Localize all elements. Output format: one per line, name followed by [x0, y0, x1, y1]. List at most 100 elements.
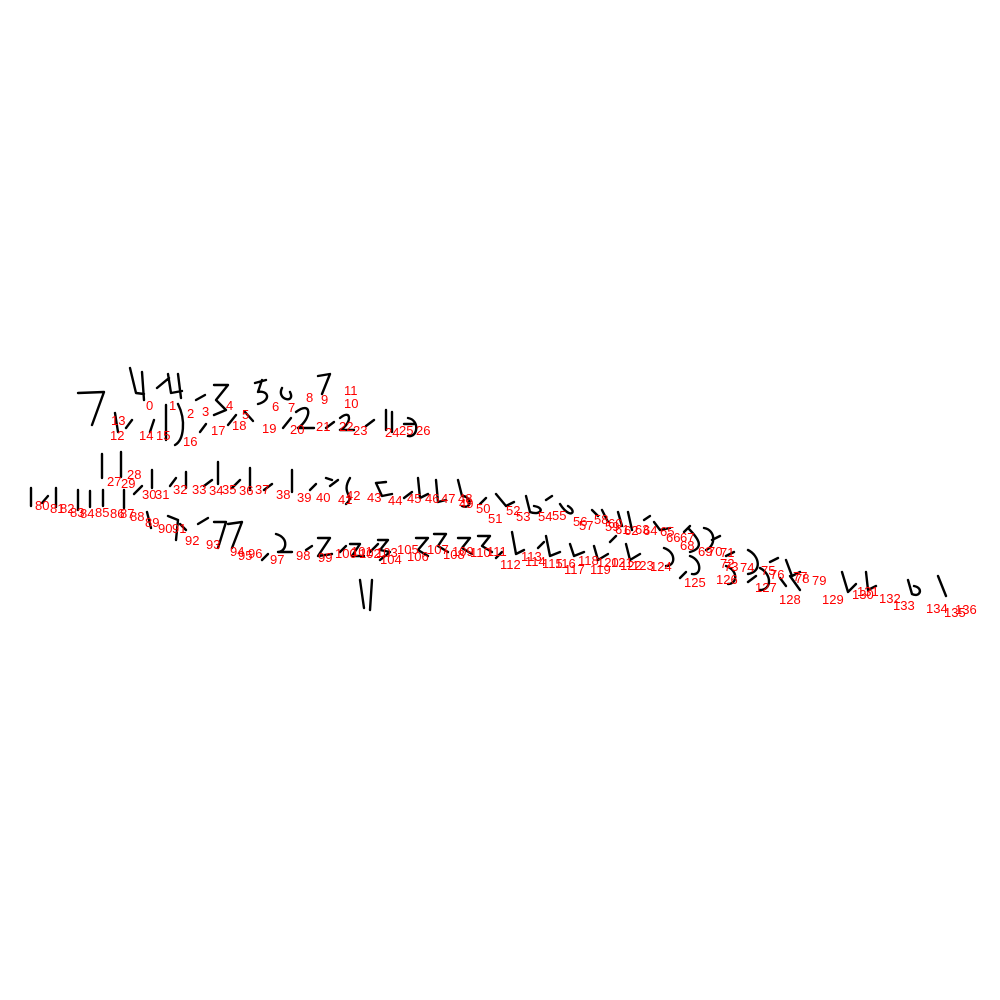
stroke-index-label: 98	[296, 548, 310, 563]
ink-stroke	[906, 574, 948, 598]
stroke-index-label: 18	[232, 418, 246, 433]
stroke-index-label: 136	[955, 602, 977, 617]
stroke-index-label: 85	[95, 505, 109, 520]
stroke-index-label: 45	[407, 491, 421, 506]
ink-stroke	[778, 574, 802, 592]
ink-stroke	[243, 410, 255, 423]
stroke-index-label: 28	[127, 467, 141, 482]
stroke-index-label: 59	[605, 519, 619, 534]
stroke-index-label: 57	[579, 518, 593, 533]
ink-stroke	[155, 372, 184, 400]
ink-stroke	[768, 556, 802, 578]
stroke-index-label: 60	[608, 516, 622, 531]
stroke-index-label: 3	[202, 404, 209, 419]
stroke-index-label: 58	[594, 512, 608, 527]
stroke-index-label: 38	[276, 487, 290, 502]
stroke-index-label: 92	[185, 533, 199, 548]
stroke-index-label: 126	[716, 572, 738, 587]
stroke-index-label: 114	[525, 554, 546, 569]
stroke-index-label: 91	[172, 521, 186, 536]
stroke-index-label: 0	[146, 398, 153, 413]
stroke-index-label: 117	[564, 562, 585, 577]
stroke-index-label: 5	[242, 407, 249, 422]
stroke-index-label: 46	[425, 491, 439, 506]
stroke-index-label: 43	[367, 490, 381, 505]
stroke-index-label: 69	[698, 544, 712, 559]
ink-strokes	[29, 366, 948, 612]
ink-stroke	[724, 548, 759, 576]
stroke-index-label: 112	[500, 557, 521, 572]
stroke-index-label: 123	[632, 558, 654, 573]
stroke-index-label: 50	[476, 501, 490, 516]
ink-stroke	[198, 422, 208, 434]
stroke-index-label: 39	[297, 490, 311, 505]
stroke-index-label: 109	[452, 544, 474, 559]
stroke-index-label: 16	[183, 434, 197, 449]
stroke-index-label: 62	[624, 523, 638, 538]
stroke-index-label: 31	[155, 487, 169, 502]
stroke-index-label: 125	[684, 575, 706, 590]
ink-stroke	[402, 476, 448, 504]
stroke-index-label: 71	[720, 545, 734, 560]
stroke-index-label: 101	[351, 544, 373, 559]
stroke-index-label: 118	[578, 553, 599, 568]
stroke-index-label: 103	[376, 545, 398, 560]
stroke-index-label: 61	[615, 522, 629, 537]
ink-stroke	[364, 408, 394, 434]
stroke-index-label: 65	[660, 524, 674, 539]
ink-stroke	[456, 534, 494, 556]
stroke-index-label: 128	[779, 592, 801, 607]
stroke-index-label: 7	[288, 400, 295, 415]
stroke-index-label: 94	[230, 544, 244, 559]
stroke-index-label: 135	[944, 605, 966, 620]
stroke-index-label: 36	[239, 483, 253, 498]
ink-stroke	[164, 402, 185, 447]
ink-stroke	[124, 418, 134, 430]
stroke-index-label: 96	[248, 546, 262, 561]
stroke-index-label: 19	[262, 421, 276, 436]
stroke-index-label: 11	[344, 383, 358, 398]
stroke-index-label: 115	[542, 556, 563, 571]
ink-stroke	[358, 578, 374, 612]
ink-stroke	[113, 411, 120, 434]
stroke-index-label: 132	[879, 591, 901, 606]
stroke-index-label: 90	[158, 521, 172, 536]
stroke-index-label: 13	[111, 413, 125, 428]
stroke-index-label: 99	[318, 550, 332, 565]
ink-stroke	[568, 542, 610, 562]
ink-stroke	[279, 386, 293, 401]
ink-stroke	[304, 536, 334, 558]
stroke-index-label: 35	[222, 482, 236, 497]
ink-stroke	[128, 366, 146, 402]
stroke-index-label: 6	[272, 399, 279, 414]
ink-stroke	[682, 524, 700, 554]
stroke-index-label: 1	[169, 398, 176, 413]
ink-stroke	[148, 418, 156, 434]
ink-stroke	[494, 530, 526, 560]
stroke-index-label: 134	[926, 601, 948, 616]
stroke-index-label: 14	[139, 428, 153, 443]
stroke-index-label: 130	[852, 587, 874, 602]
stroke-index-label: 80	[35, 498, 49, 513]
ink-stroke	[456, 478, 471, 508]
ink-stroke	[374, 480, 394, 498]
stroke-index-label: 119	[590, 562, 611, 577]
stroke-index-label: 88	[130, 509, 144, 524]
stroke-index-label: 27	[107, 474, 121, 489]
stroke-index-label: 121	[611, 555, 633, 570]
stroke-index-label: 25	[399, 423, 413, 438]
stroke-index-label: 83	[70, 505, 84, 520]
ink-stroke	[746, 566, 771, 592]
stroke-index-label: 113	[521, 549, 542, 564]
stroke-index-label: 20	[290, 422, 304, 437]
stroke-index-label: 53	[516, 509, 530, 524]
stroke-index-label: 12	[110, 428, 124, 443]
stroke-index-label: 41	[338, 492, 352, 507]
ink-stroke	[316, 372, 332, 396]
ink-stroke	[54, 486, 126, 512]
stroke-index-label: 108	[443, 547, 465, 562]
ink-stroke	[338, 542, 366, 558]
stroke-index-label: 2	[187, 406, 194, 421]
stroke-index-label: 102	[359, 546, 381, 561]
stroke-index-label: 93	[206, 537, 220, 552]
